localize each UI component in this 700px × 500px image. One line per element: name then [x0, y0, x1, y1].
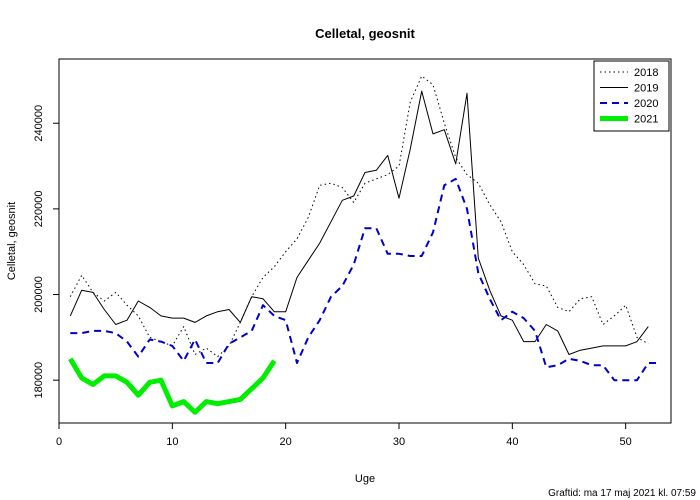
x-tick-label: 0	[56, 436, 62, 448]
y-tick-label: 220000	[33, 191, 45, 228]
x-tick-label: 40	[506, 436, 518, 448]
legend-label-2019: 2019	[634, 83, 658, 95]
x-tick-label: 10	[166, 436, 178, 448]
y-axis-label: Celletal, geosnit	[6, 202, 18, 280]
y-tick-label: 200000	[33, 276, 45, 313]
chart-title: Celletal, geosnit	[315, 26, 415, 41]
series-line-2021	[68, 357, 277, 415]
legend-label-2021: 2021	[634, 114, 658, 126]
x-axis: 0 10 20 30 40 50	[56, 422, 632, 448]
x-axis-label: Uge	[355, 473, 375, 485]
series-line-2020	[70, 177, 660, 382]
x-tick-label: 30	[393, 436, 405, 448]
series-line-2019	[69, 90, 649, 355]
legend-label-2018: 2018	[634, 67, 658, 79]
series-group	[68, 75, 660, 415]
x-tick-label: 50	[620, 436, 632, 448]
footer-timestamp: Graftid: ma 17 maj 2021 kl. 07:59	[548, 488, 696, 499]
x-tick-label: 20	[280, 436, 292, 448]
series-line-2018	[69, 75, 649, 358]
legend: 2018 2019 2020 2021	[593, 60, 670, 132]
y-axis: 180000 200000 220000 240000	[33, 105, 60, 399]
legend-label-2020: 2020	[634, 98, 658, 110]
plot-frame	[58, 58, 672, 424]
y-tick-label: 180000	[33, 362, 45, 399]
y-tick-label: 240000	[33, 105, 45, 142]
